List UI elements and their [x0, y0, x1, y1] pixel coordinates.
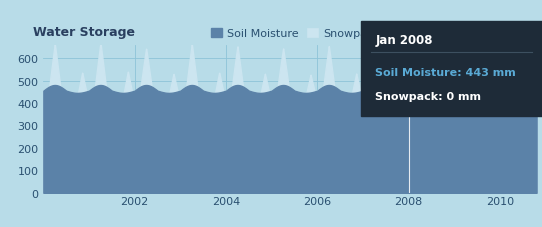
Text: Snowpack: 0 mm: Snowpack: 0 mm	[375, 91, 481, 101]
Text: Water Storage: Water Storage	[34, 26, 136, 39]
Text: Soil Moisture: 443 mm: Soil Moisture: 443 mm	[375, 68, 516, 77]
Legend: Soil Moisture, Snowpack: Soil Moisture, Snowpack	[207, 24, 384, 43]
Text: Jan 2008: Jan 2008	[375, 34, 433, 47]
FancyBboxPatch shape	[362, 22, 541, 116]
